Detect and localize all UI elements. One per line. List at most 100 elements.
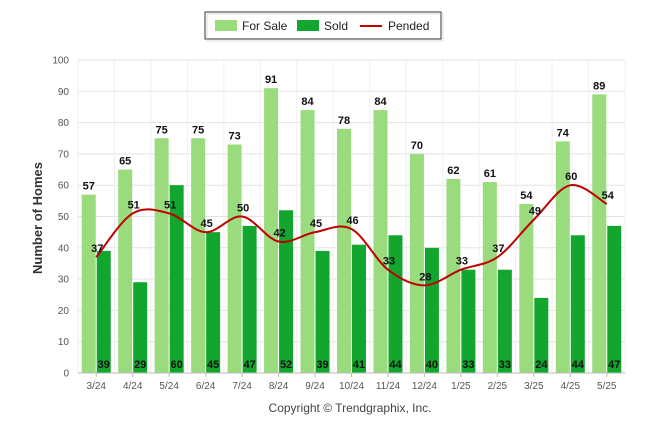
bar-sold	[96, 250, 111, 373]
y-tick-label: 90	[58, 87, 70, 98]
sold-value-label: 39	[98, 359, 110, 371]
bar-sold	[352, 244, 366, 373]
legend-label-for-sale: For Sale	[242, 19, 288, 33]
x-tick-label: 11/24	[376, 381, 401, 392]
for-sale-value-label: 91	[265, 74, 277, 86]
grid	[77, 59, 626, 374]
for-sale-value-label: 70	[411, 140, 423, 152]
sold-value-label: 45	[207, 359, 219, 371]
data-labels: 57 39 65 29 75 60 75 45 73 47 91 52 84 39 78 41 84 44 70 40…	[83, 74, 621, 371]
pended-value-label: 51	[128, 199, 140, 211]
y-tick-label: 50	[58, 212, 70, 223]
x-tick-label: 2/25	[488, 381, 508, 392]
legend-shadow	[206, 13, 444, 42]
pended-value-label: 50	[237, 203, 249, 215]
x-tick-label: 8/24	[269, 381, 289, 392]
sold-value-label: 24	[535, 359, 548, 371]
sold-value-label: 33	[499, 359, 511, 371]
x-tick-label: 4/25	[561, 381, 581, 392]
for-sale-value-label: 57	[83, 181, 95, 193]
x-tick-label: 3/25	[524, 381, 544, 392]
for-sale-value-label: 89	[593, 80, 605, 92]
y-tick-label: 40	[58, 243, 70, 254]
bar-sold	[169, 185, 184, 373]
for-sale-value-label: 75	[156, 124, 168, 136]
for-sale-value-label: 62	[447, 165, 459, 177]
sold-value-label: 44	[389, 359, 402, 371]
bar-for-sale	[81, 194, 96, 373]
y-tick-label: 30	[58, 275, 70, 286]
pended-line	[95, 184, 608, 287]
y-tick-label: 10	[58, 337, 70, 348]
x-tick-label: 4/24	[123, 381, 143, 392]
sold-value-label: 47	[243, 359, 255, 371]
bar-for-sale	[264, 88, 279, 374]
bar-for-sale	[337, 128, 351, 373]
pended-value-label: 46	[346, 215, 358, 227]
sold-value-label: 29	[134, 359, 146, 371]
for-sale-value-label: 73	[228, 131, 240, 143]
pended-value-label: 42	[273, 228, 285, 240]
y-tick-label: 20	[58, 306, 70, 317]
bar-sold	[242, 225, 257, 373]
for-sale-value-label: 74	[557, 127, 570, 139]
x-tick-label: 7/24	[232, 381, 252, 392]
pended-value-label: 51	[164, 199, 176, 211]
sold-value-label: 39	[316, 359, 328, 371]
pended-line-layer	[95, 184, 608, 287]
sold-value-label: 52	[280, 359, 292, 371]
legend: For Sale Sold Pended	[204, 11, 444, 42]
bars	[81, 88, 622, 374]
for-sale-value-label: 84	[374, 96, 387, 108]
y-tick-label: 100	[52, 56, 69, 67]
pended-value-label: 45	[310, 218, 322, 230]
sold-value-label: 44	[572, 359, 585, 371]
sold-value-label: 40	[426, 359, 438, 371]
legend-box	[204, 11, 442, 40]
pended-value-label: 60	[565, 171, 577, 183]
sold-value-label: 60	[171, 359, 183, 371]
x-tick-label: 6/24	[196, 381, 216, 392]
bar-for-sale	[409, 153, 424, 373]
for-sale-value-label: 61	[484, 168, 496, 180]
bar-for-sale	[482, 182, 497, 373]
axes: 0 10 20 30 40 50 60 70 80 90 100 3/24 4/24 5/24 6/24 7/…	[52, 56, 625, 392]
bar-sold	[388, 235, 403, 373]
x-tick-label: 5/25	[597, 381, 617, 392]
bar-sold	[133, 282, 148, 373]
bar-sold	[497, 269, 512, 373]
bar-for-sale	[154, 138, 169, 373]
pended-value-label: 54	[602, 190, 615, 202]
bar-sold	[424, 247, 439, 373]
x-tick-label: 9/24	[305, 381, 325, 392]
legend-swatch-for-sale	[215, 20, 237, 31]
x-tick-label: 3/24	[86, 381, 106, 392]
y-tick-label: 0	[63, 369, 69, 380]
for-sale-value-label: 65	[119, 156, 131, 168]
bar-for-sale	[118, 169, 133, 373]
bar-sold	[315, 250, 330, 373]
pended-value-label: 37	[91, 243, 103, 255]
x-tick-label: 12/24	[412, 381, 437, 392]
y-axis-title: Number of Homes	[30, 162, 45, 274]
bar-for-sale	[519, 203, 534, 373]
bar-sold	[570, 235, 585, 373]
bar-for-sale	[191, 138, 206, 373]
y-tick-label: 60	[58, 181, 70, 192]
pended-value-label: 33	[383, 256, 395, 268]
x-tick-label: 10/24	[339, 381, 364, 392]
sold-value-label: 33	[462, 359, 474, 371]
y-tick-label: 70	[58, 149, 70, 160]
legend-label-sold: Sold	[324, 19, 348, 33]
copyright-footer: Copyright © Trendgraphix, Inc.	[269, 401, 432, 415]
pended-value-label: 49	[529, 206, 541, 218]
bar-for-sale	[227, 144, 242, 373]
pended-value-label: 45	[201, 218, 213, 230]
bar-sold	[607, 225, 622, 373]
x-tick-label: 1/25	[451, 381, 471, 392]
for-sale-value-label: 78	[338, 115, 350, 127]
y-tick-label: 80	[58, 118, 70, 129]
bar-for-sale	[300, 110, 315, 373]
